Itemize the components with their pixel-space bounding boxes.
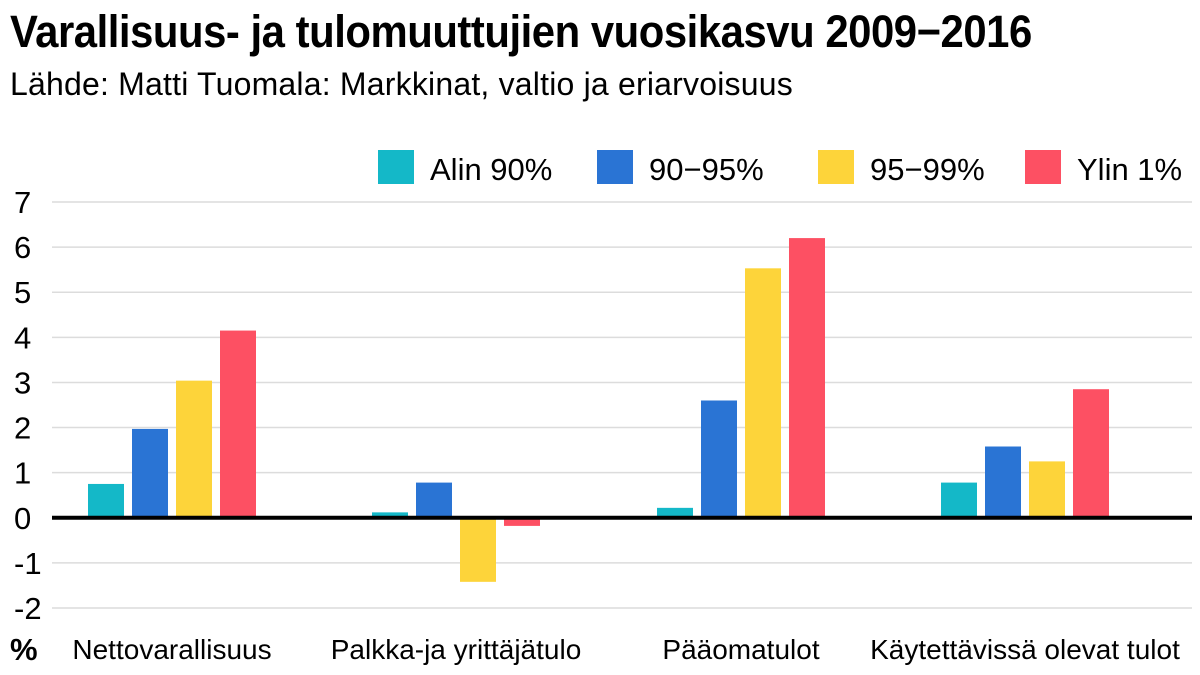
y-tick-label: 7 [14, 185, 31, 220]
bar [372, 512, 408, 518]
legend: Alin 90% 90−95% 95−99% Ylin 1% [378, 150, 1182, 187]
x-axis-categories: Nettovarallisuus Palkka-ja yrittäjätulo Pä… [72, 634, 1180, 665]
bar [789, 238, 825, 518]
y-tick-label: 2 [14, 411, 31, 446]
x-category-label: Käytettävissä olevat tulot [870, 634, 1180, 665]
legend-swatch [1025, 150, 1061, 184]
bar [504, 517, 540, 526]
bar [1073, 389, 1109, 518]
bar [176, 380, 212, 518]
bar [745, 268, 781, 518]
y-tick-label: -2 [14, 591, 42, 626]
y-axis-ticks: -2 -1 0 1 2 3 4 5 6 7 [14, 185, 42, 626]
y-tick-label: -1 [14, 546, 42, 581]
bar [1029, 461, 1065, 518]
x-category-label: Nettovarallisuus [72, 634, 271, 665]
bars [52, 238, 1192, 582]
legend-label: Ylin 1% [1077, 152, 1182, 187]
legend-swatch [597, 150, 633, 184]
bar [220, 330, 256, 518]
bar [88, 483, 124, 518]
y-tick-label: 6 [14, 230, 31, 265]
y-tick-label: 0 [14, 501, 31, 536]
y-tick-label: 1 [14, 456, 31, 491]
legend-label: 95−99% [870, 152, 985, 187]
y-tick-label: 4 [14, 320, 31, 355]
legend-label: 90−95% [649, 152, 764, 187]
bar [985, 446, 1021, 518]
y-tick-label: 5 [14, 275, 31, 310]
legend-swatch [378, 150, 414, 184]
bar [460, 517, 496, 582]
legend-label: Alin 90% [430, 152, 552, 187]
bar [132, 428, 168, 518]
chart-title: Varallisuus- ja tulomuuttujien vuosikasv… [10, 6, 1032, 57]
y-axis-label: % [10, 632, 38, 667]
legend-swatch [818, 150, 854, 184]
x-category-label: Pääomatulot [662, 634, 819, 665]
bar [416, 482, 452, 518]
y-tick-label: 3 [14, 365, 31, 400]
chart-subtitle: Lähde: Matti Tuomala: Markkinat, valtio … [10, 66, 793, 102]
bar [941, 482, 977, 518]
bar [657, 507, 693, 518]
x-category-label: Palkka-ja yrittäjätulo [331, 634, 582, 665]
bar [701, 400, 737, 518]
